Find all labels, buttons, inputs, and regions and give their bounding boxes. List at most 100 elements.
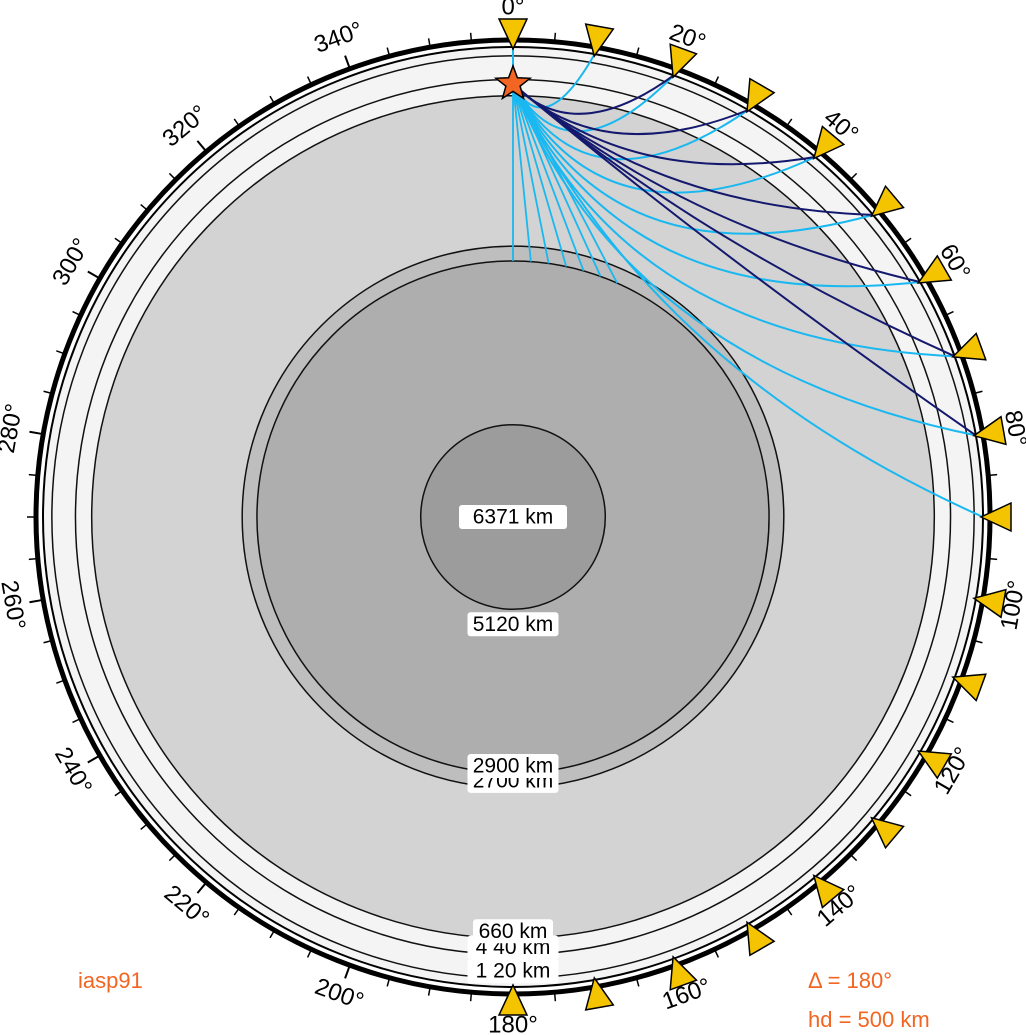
axis-tick xyxy=(344,55,351,68)
axis-tick xyxy=(168,172,175,179)
depth-label-bg xyxy=(467,612,559,637)
axis-tick xyxy=(714,76,720,84)
station-marker xyxy=(497,983,529,1016)
axis-tick xyxy=(344,966,351,979)
tick-label: 320° xyxy=(157,100,212,153)
tick-label: 340° xyxy=(311,16,367,58)
axis-tick xyxy=(554,994,557,1002)
station-marker xyxy=(951,673,987,702)
axis-tick xyxy=(87,755,99,764)
axis-tick xyxy=(56,680,64,684)
axis-tick xyxy=(787,908,793,916)
ray-direct xyxy=(512,83,921,288)
station-marker xyxy=(916,750,953,780)
station-marker xyxy=(870,816,905,850)
axis-tick xyxy=(29,430,42,435)
axis-tick xyxy=(56,350,64,354)
axis-tick xyxy=(196,883,206,894)
tick-label: 220° xyxy=(159,880,214,933)
ray-core-segment xyxy=(512,83,532,262)
depth-label-bg xyxy=(473,919,553,944)
axis-tick xyxy=(114,237,122,243)
axis-tick xyxy=(72,310,80,316)
tick-label: 180° xyxy=(488,1011,538,1035)
axis-tick xyxy=(469,994,472,1002)
axis-tick xyxy=(87,270,99,279)
ray-core-segment xyxy=(512,83,550,264)
ray-direct xyxy=(512,83,977,437)
axis-tick xyxy=(43,640,51,644)
ray-core-segment xyxy=(512,83,585,272)
axis-tick xyxy=(904,791,912,797)
axis-tick xyxy=(990,473,998,476)
depth-label-bg xyxy=(459,505,567,529)
depth-label: 5120 km xyxy=(473,613,554,636)
axis-tick xyxy=(233,908,239,916)
tick-label: 0° xyxy=(502,0,525,20)
ray-core-segment xyxy=(512,83,602,277)
axis-tick xyxy=(554,32,557,40)
ray-direct xyxy=(512,83,984,518)
ray-core-segment xyxy=(512,83,568,267)
distance-label: Δ = 180° xyxy=(808,968,892,993)
axis-tick xyxy=(43,390,51,394)
tick-label: 280° xyxy=(0,402,28,456)
axis-tick xyxy=(975,390,983,394)
axis-tick xyxy=(196,140,206,151)
axis-tick xyxy=(851,172,858,179)
axis-tick xyxy=(29,599,42,604)
depth-label: 1 20 km xyxy=(476,960,551,983)
stations xyxy=(497,18,1012,1016)
station-marker xyxy=(497,18,529,51)
axis-tick xyxy=(851,855,858,862)
station-marker xyxy=(972,588,1007,619)
station-marker xyxy=(746,77,776,114)
axis-tick xyxy=(975,640,983,644)
station-marker xyxy=(916,254,953,284)
rays xyxy=(512,47,984,518)
tick-label: 300° xyxy=(47,234,95,290)
axis-tick xyxy=(427,988,431,996)
axis-tick xyxy=(114,791,122,797)
station-marker xyxy=(870,184,905,218)
station-marker xyxy=(584,976,615,1011)
axis-tick xyxy=(140,824,147,830)
axis-tick xyxy=(306,950,312,958)
ray-core-segment xyxy=(512,83,618,284)
axis-tick xyxy=(386,979,390,987)
axis-tick xyxy=(946,718,954,724)
ray-direct xyxy=(512,83,816,194)
model-label: iasp91 xyxy=(78,968,143,993)
axis-tick xyxy=(28,558,36,561)
depth-label: 2900 km xyxy=(473,755,554,778)
station-marker xyxy=(812,874,846,909)
source-star-icon xyxy=(493,63,533,101)
station-marker xyxy=(979,501,1012,533)
depth-annotation: hd = 500 km xyxy=(808,1007,930,1032)
axis-tick xyxy=(269,931,275,939)
depth-label-bg xyxy=(467,754,559,779)
axis-tick xyxy=(269,95,275,103)
ray-reflected xyxy=(512,83,977,437)
station-marker xyxy=(812,125,846,160)
station-marker xyxy=(951,332,987,361)
axis-tick xyxy=(386,47,390,55)
axis-tick xyxy=(72,718,80,724)
axis-tick xyxy=(427,38,431,46)
depth-label: 6371 km xyxy=(473,506,554,529)
tick-label: 240° xyxy=(49,743,97,799)
station-marker xyxy=(746,920,776,957)
axis-tick xyxy=(787,118,793,126)
axis-tick xyxy=(636,47,640,55)
station-marker xyxy=(972,415,1007,446)
axis-tick xyxy=(168,855,175,862)
axis-tick xyxy=(140,204,147,210)
axis-tick xyxy=(904,237,912,243)
ray-direct xyxy=(512,83,874,235)
axis-tick xyxy=(469,32,472,40)
source xyxy=(493,63,533,101)
station-marker xyxy=(669,955,698,991)
axis-tick xyxy=(636,979,640,987)
